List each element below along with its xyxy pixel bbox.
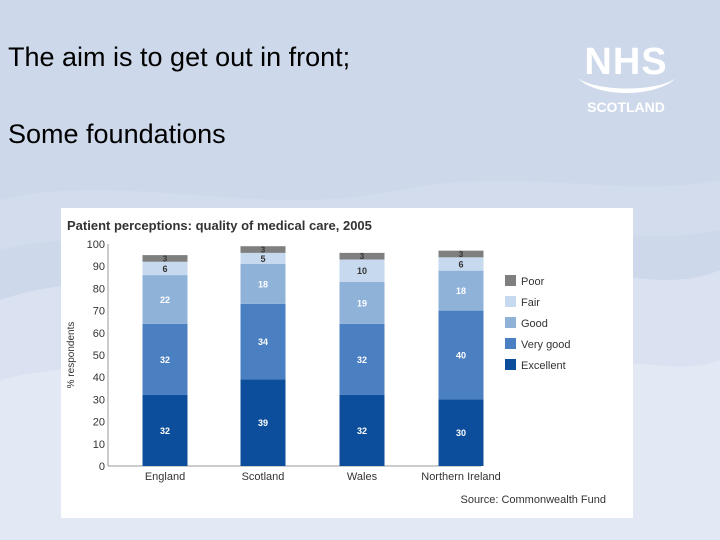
data-label: 3 bbox=[459, 250, 464, 259]
data-label: 19 bbox=[357, 298, 367, 308]
data-label: 32 bbox=[160, 426, 170, 436]
y-tick-label: 100 bbox=[87, 239, 105, 251]
legend-swatch bbox=[505, 338, 516, 349]
y-tick-label: 0 bbox=[99, 461, 105, 473]
logo-subtitle: SCOTLAND bbox=[587, 99, 665, 115]
bar-segment-fair bbox=[240, 252, 286, 264]
logo-swoosh bbox=[578, 78, 676, 93]
x-tick-label: Scotland bbox=[242, 471, 285, 483]
x-tick-label: England bbox=[145, 471, 185, 483]
bar-segment-poor bbox=[142, 255, 188, 262]
legend-label: Very good bbox=[521, 339, 571, 351]
data-label: 6 bbox=[162, 264, 167, 274]
data-label: 3 bbox=[360, 252, 365, 261]
chart-source: Source: Commonwealth Fund bbox=[460, 494, 606, 506]
legend-label: Poor bbox=[521, 276, 545, 288]
logo-wordmark: NHS bbox=[584, 41, 667, 83]
data-label: 40 bbox=[456, 351, 466, 361]
bar-segment-very-good bbox=[339, 323, 385, 395]
y-tick-label: 40 bbox=[93, 372, 105, 384]
data-label: 32 bbox=[357, 355, 367, 365]
data-label: 5 bbox=[260, 254, 265, 264]
data-label: 3 bbox=[261, 246, 266, 255]
y-tick-label: 10 bbox=[93, 439, 105, 451]
data-label: 10 bbox=[357, 266, 367, 276]
legend-swatch bbox=[505, 317, 516, 328]
bar-segment-good bbox=[339, 281, 385, 324]
bar-segment-excellent bbox=[142, 394, 188, 466]
data-label: 22 bbox=[160, 295, 170, 305]
data-label: 32 bbox=[357, 426, 367, 436]
slide-heading: The aim is to get out in front; bbox=[8, 42, 351, 72]
legend-label: Good bbox=[521, 318, 548, 330]
y-tick-label: 50 bbox=[93, 350, 105, 362]
bar-segment-good bbox=[240, 263, 286, 304]
nhs-scotland-logo: NHS SCOTLAND bbox=[566, 40, 686, 120]
bar-segment-poor bbox=[339, 252, 385, 260]
legend-swatch bbox=[505, 275, 516, 286]
chart-panel: Patient perceptions: quality of medical … bbox=[61, 208, 633, 518]
legend-swatch bbox=[505, 296, 516, 307]
data-label: 6 bbox=[458, 259, 463, 269]
bar-segment-fair bbox=[438, 257, 484, 271]
data-label: 18 bbox=[456, 286, 466, 296]
bar-segment-poor bbox=[240, 246, 286, 253]
legend-label: Excellent bbox=[521, 360, 566, 372]
bar-segment-excellent bbox=[438, 399, 484, 466]
bar-segment-very-good bbox=[438, 310, 484, 400]
data-label: 32 bbox=[160, 355, 170, 365]
data-label: 3 bbox=[163, 254, 168, 263]
bar-segment-good bbox=[142, 275, 188, 324]
legend-swatch bbox=[505, 359, 516, 370]
y-tick-label: 20 bbox=[93, 417, 105, 429]
y-axis-label: % respondents bbox=[66, 322, 77, 389]
bar-segment-excellent bbox=[240, 379, 286, 466]
stacked-bar-chart: Patient perceptions: quality of medical … bbox=[66, 218, 606, 506]
data-label: 18 bbox=[258, 279, 268, 289]
data-label: 30 bbox=[456, 428, 466, 438]
y-tick-label: 70 bbox=[93, 306, 105, 318]
y-tick-label: 60 bbox=[93, 328, 105, 340]
data-label: 39 bbox=[258, 418, 268, 428]
chart-title: Patient perceptions: quality of medical … bbox=[67, 218, 372, 233]
bar-segment-very-good bbox=[142, 323, 188, 395]
legend-label: Fair bbox=[521, 297, 540, 309]
data-label: 34 bbox=[258, 337, 268, 347]
bar-segment-excellent bbox=[339, 394, 385, 466]
x-tick-label: Northern Ireland bbox=[421, 471, 501, 483]
bar-segment-fair bbox=[142, 261, 188, 276]
bar-segment-poor bbox=[438, 250, 484, 258]
y-tick-label: 30 bbox=[93, 394, 105, 406]
slide-subheading: Some foundations bbox=[8, 119, 226, 149]
y-tick-label: 80 bbox=[93, 283, 105, 295]
bar-segment-very-good bbox=[240, 303, 286, 380]
bar-segment-fair bbox=[339, 259, 385, 282]
y-tick-label: 90 bbox=[93, 261, 105, 273]
bar-segment-good bbox=[438, 270, 484, 311]
x-tick-label: Wales bbox=[347, 471, 378, 483]
